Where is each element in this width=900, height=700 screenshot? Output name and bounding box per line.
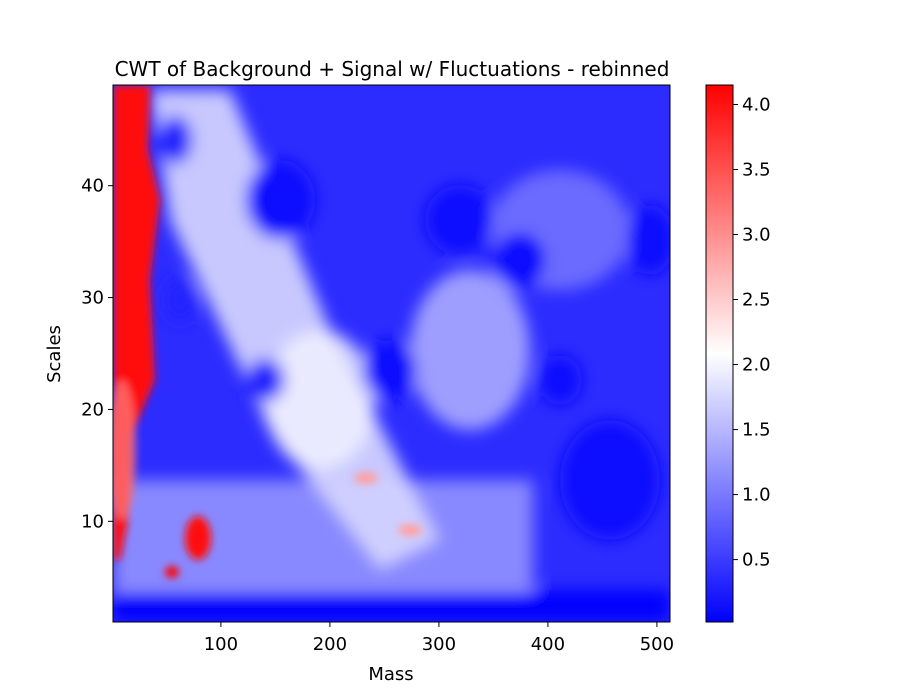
x-tick-label: 100 — [204, 634, 238, 655]
y-tick-label: 10 — [81, 511, 104, 532]
y-tick-label: 20 — [81, 399, 104, 420]
plot-frame — [112, 84, 671, 623]
y-tick-label: 40 — [81, 176, 104, 197]
x-tick-label: 200 — [313, 634, 347, 655]
y-axis-ticks: 10 20 30 40 — [81, 176, 113, 532]
y-tick-label: 30 — [81, 288, 104, 309]
colorbar — [705, 84, 734, 623]
x-tick-label: 400 — [531, 634, 565, 655]
x-tick-label: 300 — [422, 634, 456, 655]
colorbar-tick-label: 4.0 — [742, 95, 771, 116]
y-axis-label: Scales — [44, 325, 65, 383]
colorbar-tick-label: 0.5 — [742, 550, 771, 571]
chart-title: CWT of Background + Signal w/ Fluctuatio… — [115, 57, 670, 81]
colorbar-tick-label: 2.0 — [742, 355, 771, 376]
colorbar-ticks: 0.5 1.0 1.5 2.0 2.5 3.0 3.5 4.0 — [733, 95, 771, 571]
x-axis-label: Mass — [368, 664, 413, 685]
heatmap-image — [113, 85, 670, 622]
colorbar-tick-label: 1.0 — [742, 485, 771, 506]
x-axis-ticks: 100 200 300 400 500 — [204, 622, 674, 655]
colorbar-tick-label: 3.5 — [742, 160, 771, 181]
x-tick-label: 500 — [640, 634, 674, 655]
colorbar-tick-label: 2.5 — [742, 290, 771, 311]
colorbar-tick-label: 3.0 — [742, 225, 771, 246]
colorbar-tick-label: 1.5 — [742, 420, 771, 441]
